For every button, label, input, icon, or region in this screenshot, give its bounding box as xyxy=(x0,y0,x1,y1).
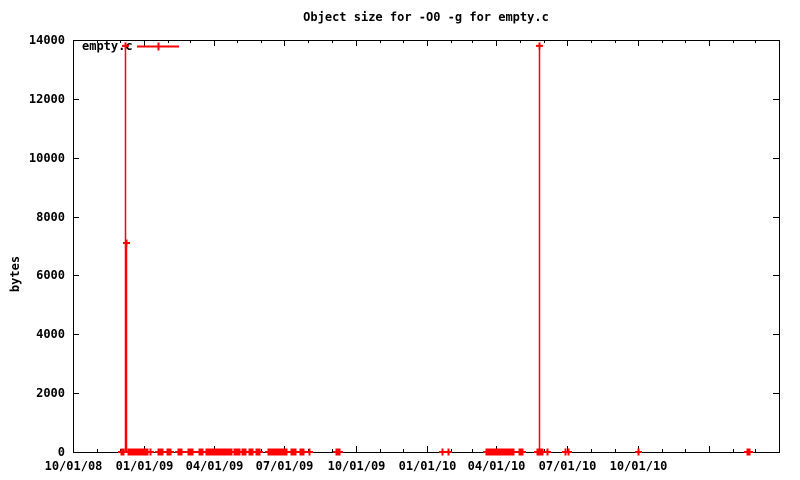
x-tick-label: 04/01/09 xyxy=(186,459,244,473)
data-point-marker xyxy=(306,448,313,456)
data-point-marker xyxy=(300,448,307,456)
plot-border xyxy=(73,40,780,453)
data-point-marker xyxy=(122,42,129,50)
data-point-marker xyxy=(746,448,753,456)
y-tick-label: 2000 xyxy=(36,386,65,400)
y-tick-label: 12000 xyxy=(29,92,65,106)
y-axis-ticks xyxy=(73,40,779,453)
data-point-marker xyxy=(565,448,572,456)
chart-title: Object size for -O0 -g for empty.c xyxy=(303,10,549,24)
y-tick-label: 8000 xyxy=(36,210,65,224)
x-tick-label: 04/01/10 xyxy=(468,459,526,473)
legend-point-marker xyxy=(154,42,163,51)
y-tick-label: 6000 xyxy=(36,268,65,282)
x-tick-label: 07/01/09 xyxy=(256,459,314,473)
data-point-marker xyxy=(544,448,551,456)
y-tick-label: 4000 xyxy=(36,327,65,341)
data-point-marker xyxy=(510,448,517,456)
data-point-marker xyxy=(635,448,642,456)
x-tick-label: 10/01/09 xyxy=(328,459,386,473)
data-point-marker xyxy=(519,448,526,456)
border-rect xyxy=(73,40,780,453)
data-point-marker xyxy=(439,448,446,456)
data-series xyxy=(118,42,753,456)
x-tick-label: 07/01/10 xyxy=(539,459,597,473)
x-tick-labels: 10/01/08 01/01/09 04/01/09 07/01/09 10/01/09… xyxy=(45,459,668,473)
data-point-marker xyxy=(336,448,343,456)
y-tick-label: 0 xyxy=(58,445,65,459)
data-point-marker xyxy=(189,448,196,456)
x-tick-label: 10/01/10 xyxy=(610,459,668,473)
legend-sample xyxy=(137,42,179,51)
y-tick-labels: 0 2000 4000 6000 8000 10000 12000 14000 xyxy=(29,33,65,459)
x-tick-label: 01/01/10 xyxy=(399,459,457,473)
x-tick-label: 10/01/08 xyxy=(45,459,103,473)
data-point-marker xyxy=(178,448,185,456)
legend-series-label: empty.c xyxy=(82,39,133,53)
data-point-marker xyxy=(256,448,263,456)
y-tick-label: 10000 xyxy=(29,151,65,165)
data-point-marker xyxy=(147,448,154,456)
data-point-marker xyxy=(445,448,452,456)
y-tick-label: 14000 xyxy=(29,33,65,47)
x-tick-label: 01/01/09 xyxy=(116,459,174,473)
x-axis-ticks xyxy=(73,40,756,452)
data-point-marker xyxy=(536,42,543,50)
data-point-marker xyxy=(167,448,174,456)
data-point-marker xyxy=(123,239,130,247)
